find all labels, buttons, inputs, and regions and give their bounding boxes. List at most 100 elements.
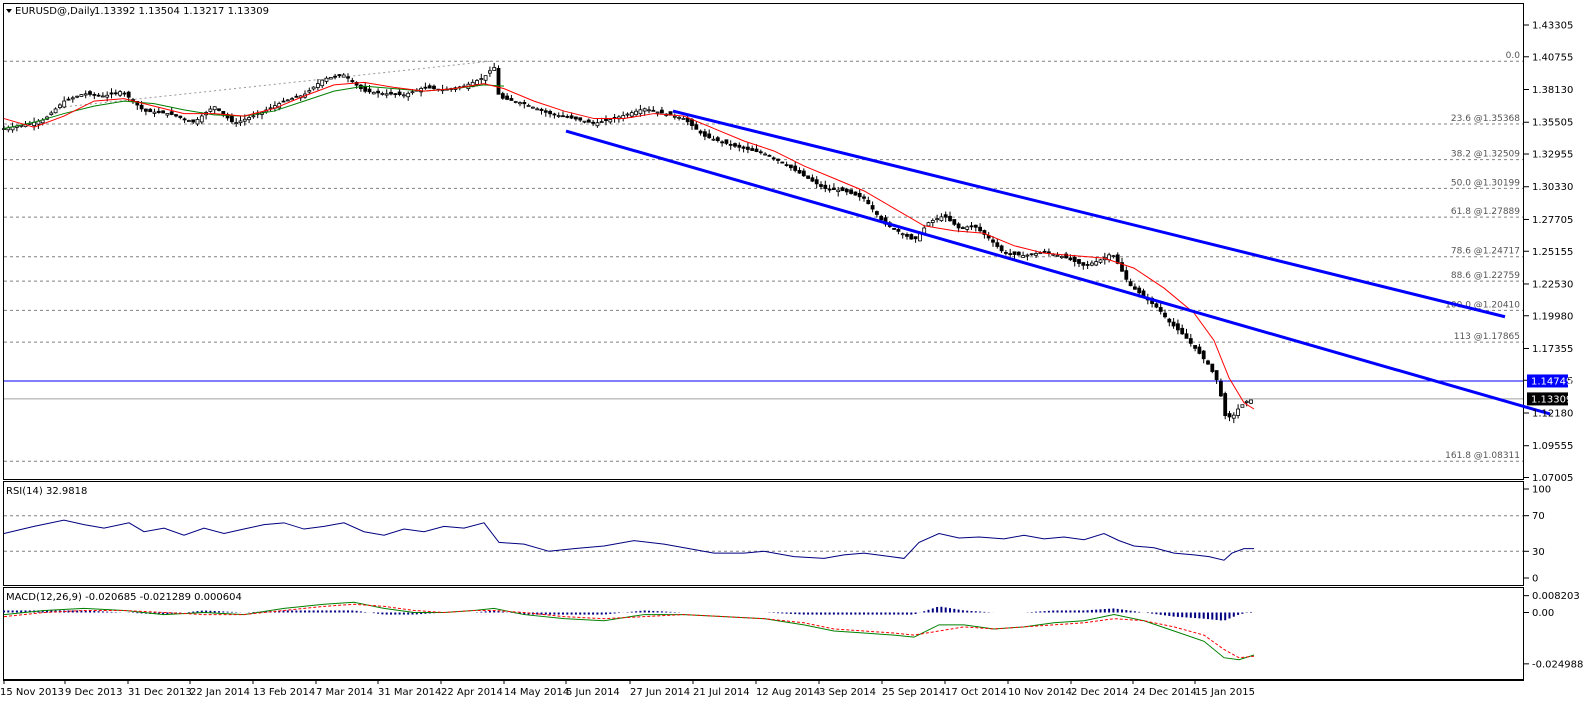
macd-signal-line xyxy=(3,603,1255,659)
candle-body xyxy=(836,189,841,193)
y-tick-label: 1.32955 xyxy=(1532,150,1573,161)
candle-body xyxy=(522,102,527,105)
candle-body xyxy=(169,111,174,115)
symbol-label: EURUSD@,Daily xyxy=(15,6,96,17)
fib-level-label: 38.2 @1.32509 xyxy=(1451,150,1520,160)
candle-body xyxy=(354,82,359,86)
candle-body xyxy=(384,93,389,96)
candle-body xyxy=(896,229,901,232)
candle-body xyxy=(1240,404,1245,408)
candle-body xyxy=(1128,281,1133,287)
y-tick-label: 1.38130 xyxy=(1532,85,1573,96)
candle-body xyxy=(1158,307,1163,312)
candle-body xyxy=(608,119,613,123)
candle-body xyxy=(247,117,252,121)
candle-body xyxy=(1111,255,1116,258)
candle-body xyxy=(324,77,329,82)
fib-level-label: 100.0 @1.20410 xyxy=(1445,300,1520,310)
candle-body xyxy=(797,170,802,174)
candle-body xyxy=(1236,408,1240,416)
candle-body xyxy=(341,74,346,78)
rsi-tick-label: 30 xyxy=(1532,547,1545,558)
candle-body xyxy=(1167,318,1172,323)
candle-body xyxy=(139,104,144,110)
macd-tick-label: 0.00 xyxy=(1532,608,1554,619)
candle-body xyxy=(900,233,905,236)
candle-body xyxy=(518,102,522,105)
candle-body xyxy=(599,121,604,124)
candle-body xyxy=(363,86,368,92)
x-tick-label: 7 Mar 2014 xyxy=(316,687,373,698)
x-tick-label: 15 Nov 2013 xyxy=(0,687,64,698)
fib-level-label: 161.8 @1.08311 xyxy=(1445,451,1520,461)
candle-body xyxy=(101,95,105,98)
channel-lower-line xyxy=(565,129,1551,416)
x-tick-label: 12 Aug 2014 xyxy=(756,687,820,698)
x-tick-label: 2 Dec 2014 xyxy=(1071,687,1129,698)
candle-body xyxy=(191,119,196,123)
candle-body xyxy=(1210,363,1215,372)
candle-body xyxy=(909,234,914,240)
candle-body xyxy=(268,107,273,110)
sma-red-line xyxy=(3,81,1255,410)
candle-body xyxy=(401,94,406,97)
candle-body xyxy=(371,91,376,95)
candle-body xyxy=(552,113,557,116)
candle-body xyxy=(694,124,699,130)
candle-body xyxy=(1197,346,1202,354)
candle-body xyxy=(789,164,793,169)
candle-body xyxy=(242,118,247,122)
candle-body xyxy=(182,118,187,121)
macd-tick-label: 0.008203 xyxy=(1532,591,1580,602)
candle-body xyxy=(53,108,58,114)
candle-body xyxy=(784,164,789,167)
y-tick-label: 1.27705 xyxy=(1532,215,1573,226)
candle-body xyxy=(655,111,660,114)
candle-body xyxy=(840,187,845,192)
candle-body xyxy=(427,85,432,89)
candle-body xyxy=(677,116,681,119)
candle-body xyxy=(849,189,853,194)
candle-body xyxy=(346,76,350,79)
x-tick-label: 10 Nov 2014 xyxy=(1008,687,1072,698)
sma-green-line xyxy=(3,84,505,130)
x-tick-label: 15 Jan 2015 xyxy=(1195,687,1255,698)
candle-body xyxy=(423,86,428,89)
candle-body xyxy=(1021,255,1025,258)
candle-body xyxy=(1219,381,1223,397)
candle-body xyxy=(999,245,1004,252)
candle-body xyxy=(186,120,191,122)
candle-body xyxy=(647,109,651,112)
candle-body xyxy=(844,188,849,193)
candle-body xyxy=(156,110,161,113)
candle-body xyxy=(526,105,531,107)
candle-body xyxy=(1227,413,1232,418)
candle-body xyxy=(982,230,987,235)
candle-body xyxy=(1055,254,1060,257)
candle-body xyxy=(690,119,694,126)
candle-body xyxy=(83,93,88,96)
candle-body xyxy=(380,93,385,95)
candle-body xyxy=(1137,287,1142,294)
y-tick-label: 1.17355 xyxy=(1532,344,1573,355)
candle-body xyxy=(1004,252,1008,254)
candle-body xyxy=(1154,303,1159,308)
y-tick-label: 1.43305 xyxy=(1532,21,1573,32)
candle-body xyxy=(410,91,415,94)
candle-body xyxy=(320,79,325,87)
candle-body xyxy=(741,146,746,149)
candle-body xyxy=(754,148,759,152)
candle-body xyxy=(1029,253,1034,256)
x-tick-label: 17 Oct 2014 xyxy=(945,687,1007,698)
chevron-down-icon[interactable] xyxy=(6,9,12,13)
candle-body xyxy=(1008,253,1013,255)
candle-body xyxy=(758,151,763,154)
macd-panel-frame xyxy=(3,587,1524,680)
candle-body xyxy=(703,131,707,137)
candle-body xyxy=(397,91,402,95)
x-tick-label: 31 Mar 2014 xyxy=(378,687,441,698)
candle-body xyxy=(1176,323,1180,331)
candle-body xyxy=(939,216,944,222)
candle-body xyxy=(586,119,591,123)
candle-body xyxy=(1201,350,1206,360)
